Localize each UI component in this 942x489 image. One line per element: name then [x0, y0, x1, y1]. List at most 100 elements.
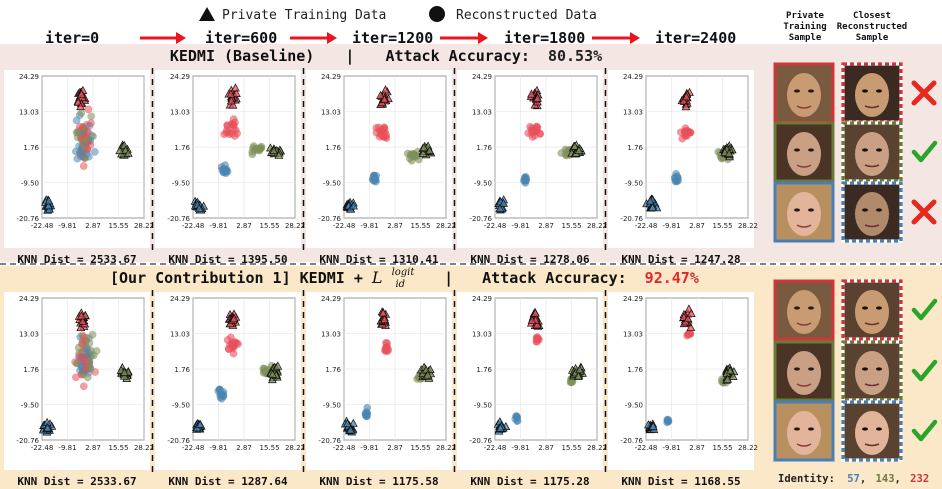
contribution-accuracy: 92.47%	[645, 269, 699, 287]
x-tick-label: -9.81	[209, 222, 227, 230]
x-tick-label: -22.48	[182, 444, 205, 452]
private-point	[725, 366, 735, 375]
iter-label-3: iter=1800	[504, 29, 585, 47]
y-tick-label: 13.03	[472, 330, 492, 338]
contribution-title: [Our Contribution 1] KEDMI + L logit id …	[110, 261, 699, 291]
x-tick-label: -9.81	[511, 444, 529, 452]
y-tick-label: 1.76	[174, 366, 190, 374]
iter-label-0: iter=0	[45, 29, 99, 47]
private-point	[376, 90, 385, 99]
reconstructed-point	[382, 338, 390, 347]
x-tick-label: 15.55	[410, 444, 430, 452]
x-tick-label: 2.87	[538, 444, 554, 452]
reconstructed-point	[252, 145, 261, 153]
private-point	[123, 148, 133, 157]
baseline-title-suffix: Attack Accuracy:	[385, 47, 530, 65]
private-point	[381, 85, 390, 94]
closest-header-line-1: Closest	[853, 11, 891, 21]
identity-id-0: 57	[847, 473, 860, 485]
private-point	[229, 314, 239, 323]
reconstructed-point	[76, 149, 85, 158]
private-point	[686, 322, 696, 332]
iter-label-2: iter=1200	[352, 29, 433, 47]
x-tick-label: 15.55	[561, 444, 581, 452]
private-face-image	[773, 121, 835, 183]
y-tick-label: -20.76	[16, 215, 39, 223]
reconstructed-face-image	[841, 340, 903, 402]
legend-triangle-icon	[199, 7, 215, 21]
reconstructed-point	[224, 344, 233, 353]
closest-header-line-3: Sample	[856, 33, 889, 43]
x-tick-label: -22.48	[635, 444, 658, 452]
private-point	[380, 94, 389, 103]
y-tick-label: 13.03	[472, 108, 492, 116]
x-tick-label: -22.48	[484, 222, 507, 230]
reconstructed-point	[531, 125, 540, 134]
reconstructed-point	[75, 122, 84, 131]
x-tick-label: 2.87	[689, 444, 705, 452]
knn-dist-label-s1-i4: KNN Dist = 1168.55	[621, 475, 740, 488]
y-tick-label: 13.03	[321, 108, 341, 116]
y-tick-label: -20.76	[318, 215, 341, 223]
x-tick-label: 28.22	[587, 444, 607, 452]
contribution-math-L: L	[371, 268, 383, 287]
reconstructed-point	[88, 330, 97, 339]
private-point	[728, 371, 738, 380]
reconstructed-point	[81, 364, 90, 373]
x-tick-label: 28.22	[587, 222, 607, 230]
scatter-plot-s1-i1: 24.29 13.03 1.76 -9.50 -20.76-22.48 -9.81 2.87…	[155, 290, 305, 472]
y-tick-label: -9.50	[474, 402, 492, 410]
private-point	[120, 367, 129, 376]
reconstructed-point	[228, 338, 237, 347]
x-tick-label: -9.81	[360, 222, 378, 230]
x-tick-label: 15.55	[108, 444, 128, 452]
x-tick-label: -22.48	[31, 222, 54, 230]
y-tick-label: 13.03	[19, 108, 39, 116]
check-icon	[911, 359, 938, 382]
x-tick-label: 2.87	[85, 444, 101, 452]
baseline-accuracy: 80.53%	[548, 47, 602, 65]
reconstructed-point	[79, 354, 87, 363]
reconstructed-point	[383, 347, 392, 356]
y-tick-label: 24.29	[472, 73, 492, 81]
y-tick-label: 24.29	[623, 73, 643, 81]
x-tick-label: 15.55	[712, 222, 732, 230]
x-tick-label: 28.22	[738, 444, 758, 452]
private-point	[44, 196, 54, 205]
reconstructed-point	[372, 171, 381, 180]
check-icon	[911, 298, 938, 321]
private-point	[226, 89, 236, 98]
y-tick-label: 24.29	[19, 73, 39, 81]
private-point	[269, 145, 279, 155]
private-point	[648, 421, 658, 430]
private-point	[346, 425, 356, 434]
private-point	[77, 89, 86, 98]
check-icon	[911, 140, 938, 163]
x-tick-label: 28.22	[436, 222, 456, 230]
y-tick-label: -9.50	[21, 402, 39, 410]
y-tick-label: -9.50	[172, 180, 190, 188]
identity-id-2: 232	[910, 473, 929, 485]
reconstructed-point	[82, 135, 90, 144]
private-point	[724, 148, 734, 158]
reconstructed-point	[221, 167, 230, 176]
reconstructed-face-image	[841, 62, 903, 124]
private-point	[681, 92, 691, 101]
identity-label: Identity:	[778, 473, 835, 485]
private-point	[348, 418, 358, 427]
reconstructed-point	[228, 129, 236, 138]
private-point	[527, 89, 536, 98]
x-tick-label: -9.81	[58, 444, 76, 452]
cross-icon	[911, 199, 937, 225]
scatter-plot-s1-i3: 24.29 13.03 1.76 -9.50 -20.76-22.48 -9.81 2.87…	[457, 290, 607, 472]
private-point	[419, 142, 429, 152]
y-tick-label: 1.76	[325, 144, 341, 152]
y-tick-label: -9.50	[625, 180, 643, 188]
progress-arrow-icon	[290, 32, 337, 44]
y-tick-label: 1.76	[627, 144, 643, 152]
reconstructed-point	[533, 337, 541, 346]
reconstructed-point	[79, 332, 88, 341]
reconstructed-point	[671, 177, 680, 186]
contribution-title-prefix: [Our Contribution 1] KEDMI +	[110, 269, 372, 287]
y-tick-label: 1.76	[476, 366, 492, 374]
